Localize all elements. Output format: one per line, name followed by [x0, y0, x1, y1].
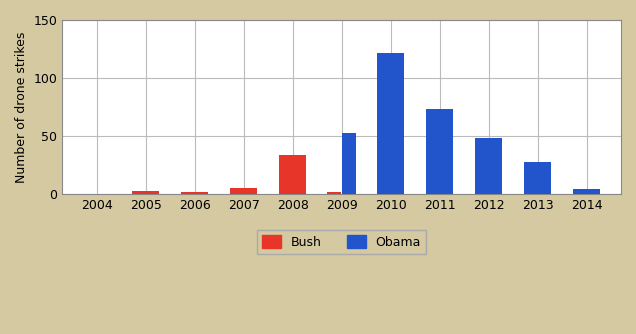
Bar	[377, 52, 404, 194]
Bar	[524, 162, 551, 194]
Bar	[132, 191, 159, 194]
Bar	[426, 109, 453, 194]
Bar	[328, 192, 341, 194]
Bar	[475, 138, 502, 194]
Bar	[279, 155, 306, 194]
Y-axis label: Number of drone strikes: Number of drone strikes	[15, 31, 28, 183]
Bar	[573, 189, 600, 194]
Bar	[181, 192, 208, 194]
Bar	[230, 188, 257, 194]
Legend: Bush, Obama: Bush, Obama	[258, 230, 426, 254]
Bar	[342, 133, 356, 194]
